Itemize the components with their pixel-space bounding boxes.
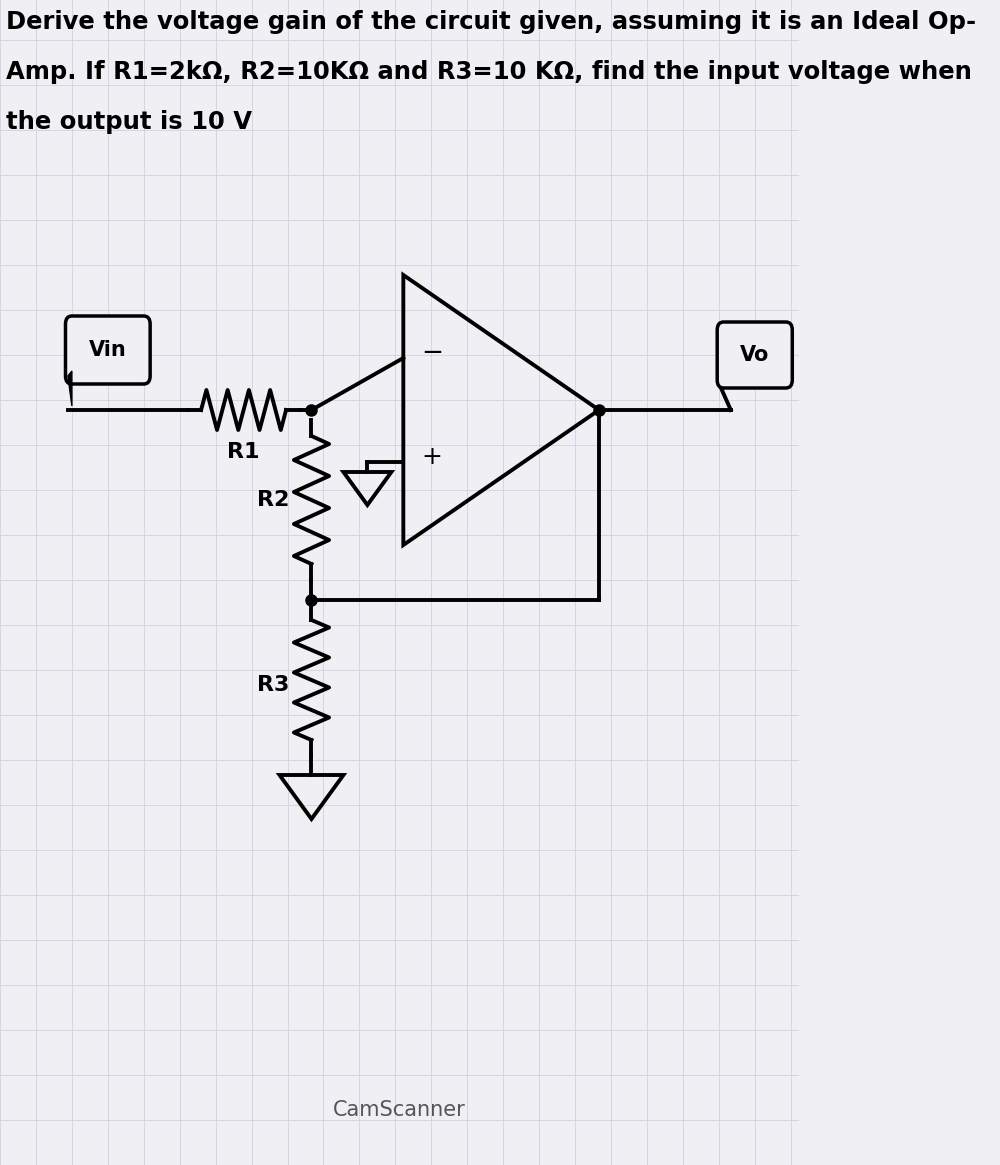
Text: R3: R3 [257, 675, 289, 696]
Text: Amp. If R1=2kΩ, R2=10KΩ and R3=10 KΩ, find the input voltage when: Amp. If R1=2kΩ, R2=10KΩ and R3=10 KΩ, fi… [6, 61, 972, 84]
Polygon shape [68, 370, 72, 405]
Text: +: + [421, 445, 442, 469]
Text: R1: R1 [227, 442, 260, 463]
Text: Derive the voltage gain of the circuit given, assuming it is an Ideal Op-: Derive the voltage gain of the circuit g… [6, 10, 977, 34]
Text: Vo: Vo [740, 345, 769, 365]
Text: the output is 10 V: the output is 10 V [6, 110, 252, 134]
Text: R2: R2 [257, 490, 289, 510]
Text: Vin: Vin [89, 340, 127, 360]
FancyBboxPatch shape [65, 316, 150, 384]
Text: −: − [421, 340, 443, 366]
Text: CamScanner: CamScanner [333, 1100, 466, 1120]
FancyBboxPatch shape [717, 322, 792, 388]
